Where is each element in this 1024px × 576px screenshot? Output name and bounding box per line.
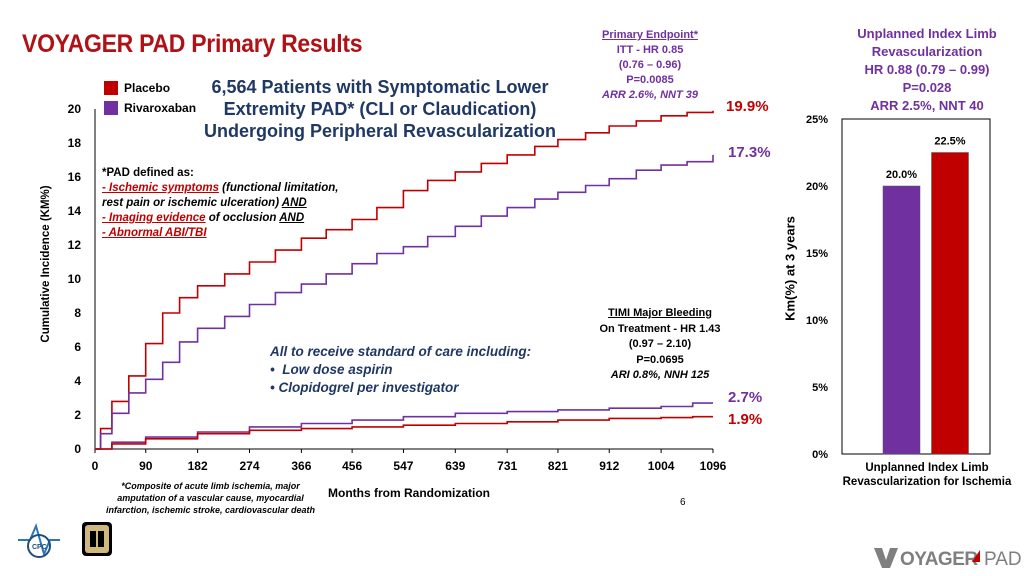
- line-chart-x-tick-label: 639: [445, 459, 465, 473]
- line-chart-x-tick-label: 90: [139, 459, 153, 473]
- bar-chart-y-tick-label: 20%: [806, 181, 828, 193]
- line-chart-y-tick-label: 12: [68, 238, 82, 252]
- cpc-clinical-research-logo: CPC: [18, 522, 112, 558]
- primary-endpoint-itt: ITT - HR 0.85: [616, 44, 684, 56]
- bleeding-stats: TIMI Major Bleeding On Treatment - HR 1.…: [580, 306, 740, 384]
- rivaroxaban-primary-end-value: 17.3%: [728, 144, 771, 161]
- bar-value-label: 22.5%: [934, 136, 965, 148]
- line-chart-y-tick-label: 0: [74, 442, 81, 456]
- bar-value-label: 20.0%: [886, 169, 917, 181]
- line-chart-x-tick-label: 547: [393, 459, 413, 473]
- bar-chart-y-tick-label: 5%: [812, 382, 828, 394]
- line-series-3: [95, 415, 713, 450]
- line-series-1: [95, 154, 714, 450]
- unplanned-header-line-1: Unplanned Index Limb: [857, 26, 997, 41]
- line-chart-y-tick-label: 4: [74, 374, 81, 388]
- unplanned-arr: ARR 2.5%, NNT 40: [870, 98, 984, 113]
- bleeding-heading: TIMI Major Bleeding: [608, 307, 712, 319]
- line-chart-x-axis-title: Months from Randomization: [328, 486, 490, 500]
- line-chart-x-tick-label: 1004: [648, 459, 675, 473]
- bar-chart: 0% 5% 10% 15% 20% 25% 20.0% 22.5%: [806, 114, 991, 461]
- unplanned-revasc-stats: Unplanned Index Limb Revascularization H…: [838, 25, 1016, 115]
- line-chart-y-tick-label: 6: [74, 340, 81, 354]
- bar-chart-bars: 20.0% 22.5%: [882, 136, 969, 455]
- svg-text:PAD: PAD: [984, 549, 1022, 570]
- line-chart-y-tick-label: 20: [68, 102, 82, 116]
- bleeding-ci: (0.97 – 2.10): [628, 338, 692, 350]
- legend-swatch-placebo: [104, 81, 118, 95]
- headline-line-3: Undergoing Peripheral Revascularization: [203, 121, 557, 141]
- pad-definition-intro: *PAD defined as:: [102, 167, 194, 179]
- pad-definition-item-2: - Imaging evidence of occlusion AND: [102, 212, 305, 224]
- bar-chart-caption: Unplanned Index Limb Revascularization f…: [842, 462, 1012, 488]
- line-chart-x-tick-label: 456: [342, 459, 362, 473]
- standard-of-care-bullet-1: • Low dose aspirin: [270, 362, 393, 377]
- bleeding-ari: ARI 0.8%, NNH 125: [610, 369, 710, 381]
- line-series-2: [95, 402, 713, 450]
- standard-of-care-note: All to receive standard of care includin…: [270, 343, 531, 397]
- line-chart-x-tick-label: 912: [599, 459, 619, 473]
- primary-endpoint-ci: (0.76 – 0.96): [618, 59, 682, 71]
- unplanned-hr: HR 0.88 (0.79 – 0.99): [864, 62, 990, 77]
- line-chart-axes: 0 90 182 274 366 456 547 639 731 821 912 1004 109602…: [68, 102, 727, 473]
- headline-line-2: Extremity PAD* (CLI or Claudication): [223, 99, 537, 119]
- bar-chart-y-tick-label: 25%: [806, 114, 828, 126]
- unplanned-p: P=0.028: [902, 80, 952, 95]
- line-chart-y-tick-label: 2: [74, 408, 81, 422]
- pad-definition-item-1: - Ischemic symptoms (functional limitati…: [102, 182, 339, 209]
- line-chart-x-tick-label: 182: [188, 459, 208, 473]
- cu-logo: [82, 522, 112, 556]
- endpoint-footnote: *Composite of acute limb ischemia, major…: [105, 481, 316, 515]
- line-chart: 0 90 182 274 366 456 547 639 731 821 912 1004 109602…: [68, 102, 727, 473]
- line-chart-x-tick-label: 274: [239, 459, 259, 473]
- line-chart-series: [95, 110, 714, 450]
- placebo-primary-end-value: 19.9%: [726, 98, 769, 115]
- bar-chart-y-tick-label: 0%: [812, 449, 828, 461]
- rivaroxaban-bleeding-end-value: 2.7%: [728, 389, 763, 406]
- line-chart-x-tick-label: 821: [548, 459, 568, 473]
- primary-endpoint-arr: ARR 2.6%, NNT 39: [602, 89, 698, 101]
- bleeding-hr: On Treatment - HR 1.43: [599, 322, 721, 335]
- line-chart-x-tick-label: 0: [92, 459, 99, 473]
- primary-endpoint-p: P=0.0085: [626, 74, 674, 86]
- line-chart-x-tick-label: 366: [291, 459, 311, 473]
- primary-endpoint-heading: Primary Endpoint*: [602, 29, 698, 41]
- page-title: VOYAGER PAD Primary Results: [22, 30, 363, 58]
- pad-definition-item-3: - Abnormal ABI/TBI: [102, 227, 207, 239]
- bar-chart-axes: 0% 5% 10% 15% 20% 25%: [806, 114, 991, 461]
- bar-rivaroxaban: [882, 185, 921, 455]
- line-chart-x-tick-label: 1096: [700, 459, 727, 473]
- headline-line-1: 6,564 Patients with Symptomatic Lower: [211, 77, 549, 97]
- bar-chart-y-tick-label: 10%: [806, 315, 828, 327]
- page-number: 6: [680, 497, 686, 508]
- svg-text:CPC: CPC: [32, 544, 47, 551]
- line-chart-y-tick-label: 8: [74, 306, 81, 320]
- pad-definition: *PAD defined as: - Ischemic symptoms (fu…: [102, 166, 342, 241]
- legend-label-placebo: Placebo: [124, 81, 171, 95]
- line-chart-y-tick-label: 18: [68, 136, 82, 150]
- bar-chart-y-tick-label: 15%: [806, 248, 828, 260]
- placebo-bleeding-end-value: 1.9%: [728, 411, 763, 428]
- line-series-0: [95, 110, 714, 450]
- unplanned-header-line-2: Revascularization: [871, 44, 983, 59]
- bar-placebo: [931, 152, 969, 455]
- line-chart-y-tick-label: 10: [68, 272, 82, 286]
- line-chart-y-tick-label: 16: [68, 170, 82, 184]
- legend-swatch-rivaroxaban: [104, 101, 118, 115]
- primary-endpoint-stats: Primary Endpoint* ITT - HR 0.85 (0.76 – …: [585, 28, 715, 103]
- legend-label-rivaroxaban: Rivaroxaban: [124, 101, 197, 115]
- study-headline: 6,564 Patients with Symptomatic Lower Ex…: [190, 76, 570, 142]
- line-chart-y-tick-label: 14: [68, 204, 82, 218]
- standard-of-care-heading: All to receive standard of care includin…: [270, 344, 532, 359]
- line-chart-x-tick-label: 731: [497, 459, 517, 473]
- svg-text:OYAGER: OYAGER: [900, 549, 978, 570]
- standard-of-care-bullet-2: • Clopidogrel per investigator: [270, 380, 459, 395]
- bleeding-p: P=0.0695: [636, 353, 684, 366]
- voyager-pad-logo: OYAGER PAD: [874, 548, 1022, 570]
